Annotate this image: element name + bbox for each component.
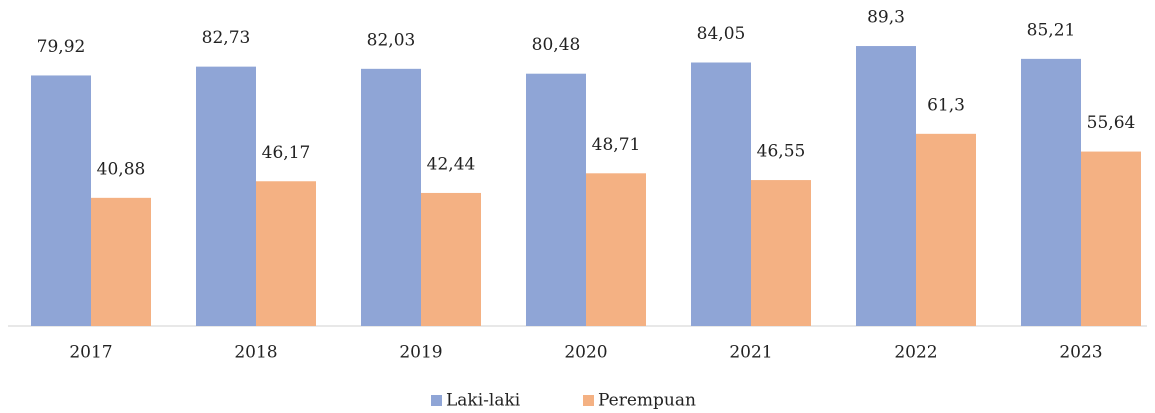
bar xyxy=(586,173,646,326)
data-label: 82,73 xyxy=(202,28,251,48)
legend-swatch xyxy=(583,395,594,406)
data-label: 79,92 xyxy=(37,37,86,57)
data-label: 89,3 xyxy=(867,8,905,28)
bar xyxy=(1021,58,1081,327)
x-tick-label: 2023 xyxy=(1059,343,1102,363)
data-label: 42,44 xyxy=(427,154,476,174)
bar xyxy=(421,192,481,326)
bar xyxy=(691,62,751,327)
bar xyxy=(1081,151,1141,326)
legend-label: Laki-laki xyxy=(446,391,521,411)
data-label: 61,3 xyxy=(927,95,965,115)
data-label: 46,55 xyxy=(757,142,806,162)
legend-label: Perempuan xyxy=(598,391,696,411)
data-label: 46,17 xyxy=(262,143,311,163)
x-tick-label: 2022 xyxy=(894,343,937,363)
x-tick-label: 2017 xyxy=(69,343,112,363)
bar xyxy=(856,46,916,327)
data-label: 48,71 xyxy=(592,135,641,155)
x-tick-label: 2021 xyxy=(729,343,772,363)
x-tick-label: 2019 xyxy=(399,343,442,363)
data-label: 85,21 xyxy=(1027,20,1076,40)
legend-swatch xyxy=(431,395,442,406)
data-label: 80,48 xyxy=(532,35,581,55)
bar xyxy=(31,75,91,326)
bar xyxy=(751,180,811,326)
bar xyxy=(256,181,316,326)
data-label: 55,64 xyxy=(1087,113,1136,133)
bar xyxy=(916,133,976,326)
bar xyxy=(91,197,151,326)
data-label: 40,88 xyxy=(97,159,146,179)
bar xyxy=(196,66,256,326)
bar xyxy=(526,73,586,327)
x-tick-label: 2020 xyxy=(564,343,607,363)
data-label: 82,03 xyxy=(367,30,416,50)
bar xyxy=(361,68,421,327)
x-tick-label: 2018 xyxy=(234,343,277,363)
data-label: 84,05 xyxy=(697,24,746,44)
